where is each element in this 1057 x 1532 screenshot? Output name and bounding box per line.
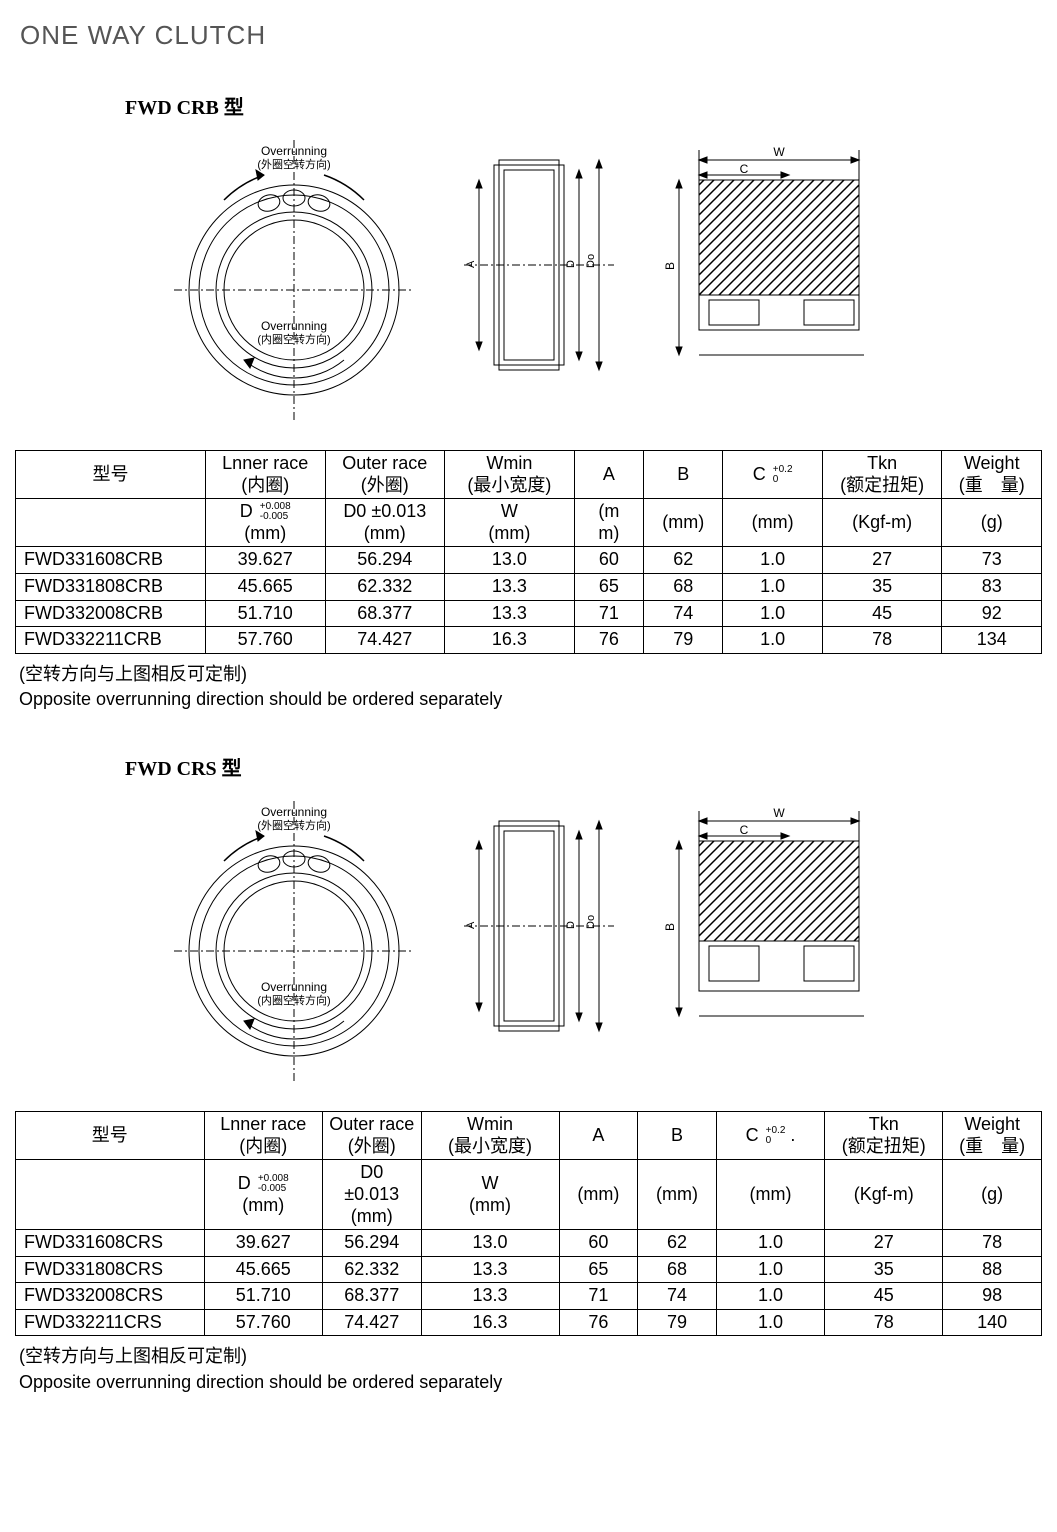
unit-a: (mm)	[574, 499, 643, 547]
unit-w: W(mm)	[445, 499, 575, 547]
col-wmin: Wmin (最小宽度)	[421, 1112, 559, 1160]
note-crs: (空转方向与上图相反可定制) Opposite overrunning dire…	[19, 1344, 1042, 1394]
inner-cn-label: (内圈空转方向)	[257, 332, 330, 346]
col-weight: Weight (重 量)	[942, 451, 1042, 499]
unit-d0: D0 ±0.013(mm)	[325, 499, 445, 547]
page-title: ONE WAY CLUTCH	[20, 20, 1042, 51]
col-a: A	[559, 1112, 638, 1160]
unit-d: D +0.008-0.005 (mm)	[204, 1160, 322, 1230]
unit-b: (mm)	[638, 1160, 717, 1230]
unit-tkn: (Kgf-m)	[825, 1160, 943, 1230]
overrunning-label: Overrunning	[260, 980, 326, 994]
dim-d-label: D	[565, 921, 577, 929]
col-tkn: Tkn (额定扭矩)	[822, 451, 942, 499]
crs-data-table: 型号 Lnner race (内圈) Outer race (外圈) Wmin …	[15, 1111, 1042, 1336]
unit-c: (mm)	[723, 499, 822, 547]
overrunning-label: Overrunning	[260, 319, 326, 333]
col-tkn: Tkn (额定扭矩)	[825, 1112, 943, 1160]
dim-w-label: W	[773, 145, 785, 159]
dim-b-label: B	[663, 262, 677, 270]
overrunning-label: Overrunning	[260, 805, 326, 819]
col-inner: Lnner race (内圈)	[204, 1112, 322, 1160]
unit-blank	[16, 499, 206, 547]
unit-d: D +0.008-0.005 (mm)	[205, 499, 325, 547]
dim-do-label: Do	[585, 915, 597, 929]
table-row: FWD332008CRB51.71068.37713.371741.04592	[16, 600, 1042, 627]
clutch-side-diagram-icon: A D Do	[464, 801, 614, 1061]
col-model: 型号	[16, 1112, 205, 1160]
col-inner: Lnner race (内圈)	[205, 451, 325, 499]
clutch-front-diagram-icon: Overrunning (外圈空转方向) Overrunning (内圈空转方向…	[164, 140, 424, 420]
unit-weight: (g)	[942, 499, 1042, 547]
crb-data-table: 型号 Lnner race (内圈) Outer race (外圈) Wmin …	[15, 450, 1042, 654]
table-row: FWD331608CRB39.62756.29413.060621.02773	[16, 547, 1042, 574]
dim-b-label: B	[663, 923, 677, 931]
unit-c: (mm)	[716, 1160, 824, 1230]
dim-a-label: A	[465, 921, 477, 929]
col-b: B	[638, 1112, 717, 1160]
col-wmin: Wmin (最小宽度)	[445, 451, 575, 499]
unit-a: (mm)	[559, 1160, 638, 1230]
table-row: FWD331808CRS45.66562.33213.365681.03588	[16, 1256, 1042, 1283]
unit-b: (mm)	[644, 499, 723, 547]
clutch-section-diagram-icon: W C B	[654, 801, 894, 1061]
table-row: FWD332211CRB57.76074.42716.376791.078134	[16, 627, 1042, 654]
table-row: FWD331808CRB45.66562.33213.365681.03583	[16, 573, 1042, 600]
dim-do-label: Do	[585, 254, 597, 268]
dim-c-label: C	[739, 823, 748, 837]
inner-cn-label: (内圈空转方向)	[257, 993, 330, 1007]
dim-a-label: A	[465, 260, 477, 268]
col-outer: Outer race (外圈)	[322, 1112, 421, 1160]
dim-c-label: C	[739, 162, 748, 176]
col-b: B	[644, 451, 723, 499]
clutch-side-diagram-icon: A D Do	[464, 140, 614, 400]
unit-w: W(mm)	[421, 1160, 559, 1230]
col-model: 型号	[16, 451, 206, 499]
outer-cn-label: (外圈空转方向)	[257, 157, 330, 171]
outer-cn-label: (外圈空转方向)	[257, 818, 330, 832]
overrunning-label: Overrunning	[260, 144, 326, 158]
col-c: C +0.20 .	[716, 1112, 824, 1160]
section-title-crs: FWD CRS 型	[125, 752, 1042, 781]
table-row: FWD331608CRS39.62756.29413.060621.02778	[16, 1230, 1042, 1257]
col-a: A	[574, 451, 643, 499]
clutch-front-diagram-icon: Overrunning (外圈空转方向) Overrunning (内圈空转方向…	[164, 801, 424, 1081]
dim-d-label: D	[565, 260, 577, 268]
table-row: FWD332008CRS51.71068.37713.371741.04598	[16, 1283, 1042, 1310]
diagram-row-crb: Overrunning (外圈空转方向) Overrunning (内圈空转方向…	[15, 140, 1042, 420]
diagram-row-crs: Overrunning (外圈空转方向) Overrunning (内圈空转方向…	[15, 801, 1042, 1081]
clutch-section-diagram-icon: W C B	[654, 140, 894, 400]
col-weight: Weight (重 量)	[943, 1112, 1042, 1160]
section-title-crb: FWD CRB 型	[125, 91, 1042, 120]
unit-weight: (g)	[943, 1160, 1042, 1230]
unit-d0: D0±0.013(mm)	[322, 1160, 421, 1230]
dim-w-label: W	[773, 806, 785, 820]
table-row: FWD332211CRS57.76074.42716.376791.078140	[16, 1309, 1042, 1336]
col-outer: Outer race (外圈)	[325, 451, 445, 499]
note-crb: (空转方向与上图相反可定制) Opposite overrunning dire…	[19, 662, 1042, 712]
unit-tkn: (Kgf-m)	[822, 499, 942, 547]
col-c: C +0.20	[723, 451, 822, 499]
unit-blank	[16, 1160, 205, 1230]
